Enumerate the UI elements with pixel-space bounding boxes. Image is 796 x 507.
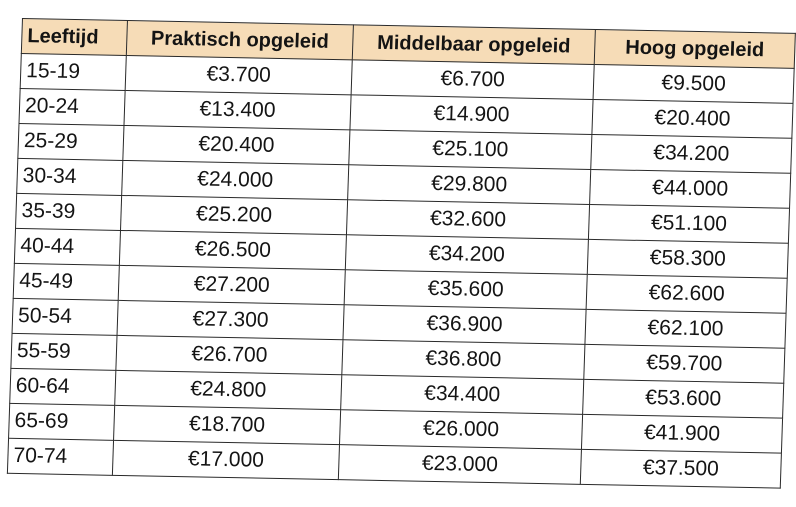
age-cell: 40-44 <box>14 228 121 266</box>
age-cell: 65-69 <box>8 403 115 441</box>
middelbaar-cell: €36.800 <box>341 339 585 380</box>
praktisch-cell: €26.500 <box>119 230 347 270</box>
praktisch-cell: €3.700 <box>125 55 353 95</box>
praktisch-cell: €17.000 <box>112 440 340 480</box>
age-cell: 50-54 <box>12 298 119 336</box>
table-body: 15-19 €3.700 €6.700 €9.500 20-24 €13.400 €14.9… <box>7 53 795 489</box>
age-cell: 70-74 <box>7 438 114 476</box>
hoog-cell: €41.900 <box>581 414 783 454</box>
middelbaar-cell: €14.900 <box>349 94 594 135</box>
age-cell: 45-49 <box>13 263 120 301</box>
age-cell: 30-34 <box>16 158 123 196</box>
hoog-cell: €53.600 <box>582 379 784 419</box>
hoog-cell: €37.500 <box>580 449 782 489</box>
praktisch-cell: €20.400 <box>122 125 350 165</box>
age-cell: 15-19 <box>20 53 127 91</box>
middelbaar-cell: €29.800 <box>347 164 591 205</box>
praktisch-cell: €25.200 <box>120 195 348 235</box>
age-cell: 25-29 <box>17 123 124 161</box>
hoog-cell: €58.300 <box>587 239 789 279</box>
praktisch-cell: €24.800 <box>114 370 342 410</box>
middelbaar-cell: €34.400 <box>340 374 584 415</box>
header-middelbaar: Middelbaar opgeleid <box>352 24 596 65</box>
praktisch-cell: €13.400 <box>123 90 352 130</box>
age-cell: 55-59 <box>10 333 118 371</box>
income-table: Leeftijd Praktisch opgeleid Middelbaar o… <box>7 18 796 489</box>
middelbaar-cell: €35.600 <box>344 269 588 310</box>
hoog-cell: €44.000 <box>589 169 791 209</box>
age-cell: 35-39 <box>15 193 122 231</box>
header-age: Leeftijd <box>21 18 128 56</box>
hoog-cell: €59.700 <box>583 344 785 384</box>
header-hoog: Hoog opgeleid <box>594 29 796 69</box>
praktisch-cell: €27.200 <box>118 265 346 305</box>
hoog-cell: €62.600 <box>586 274 788 314</box>
middelbaar-cell: €36.900 <box>342 304 587 345</box>
hoog-cell: €62.100 <box>584 309 787 349</box>
middelbaar-cell: €25.100 <box>348 129 592 170</box>
praktisch-cell: €18.700 <box>113 405 341 445</box>
income-table-container: Leeftijd Praktisch opgeleid Middelbaar o… <box>7 18 796 489</box>
praktisch-cell: €27.300 <box>117 300 345 340</box>
middelbaar-cell: €32.600 <box>346 199 590 240</box>
praktisch-cell: €26.700 <box>115 335 343 375</box>
hoog-cell: €20.400 <box>591 99 794 139</box>
hoog-cell: €9.500 <box>593 64 795 104</box>
hoog-cell: €34.200 <box>590 134 792 174</box>
middelbaar-cell: €23.000 <box>338 444 582 485</box>
age-cell: 60-64 <box>9 368 116 406</box>
middelbaar-cell: €34.200 <box>345 234 589 275</box>
hoog-cell: €51.100 <box>588 204 790 244</box>
praktisch-cell: €24.000 <box>121 160 349 200</box>
middelbaar-cell: €26.000 <box>339 409 583 450</box>
header-praktisch: Praktisch opgeleid <box>126 20 354 60</box>
middelbaar-cell: €6.700 <box>351 59 595 100</box>
age-cell: 20-24 <box>19 88 126 126</box>
